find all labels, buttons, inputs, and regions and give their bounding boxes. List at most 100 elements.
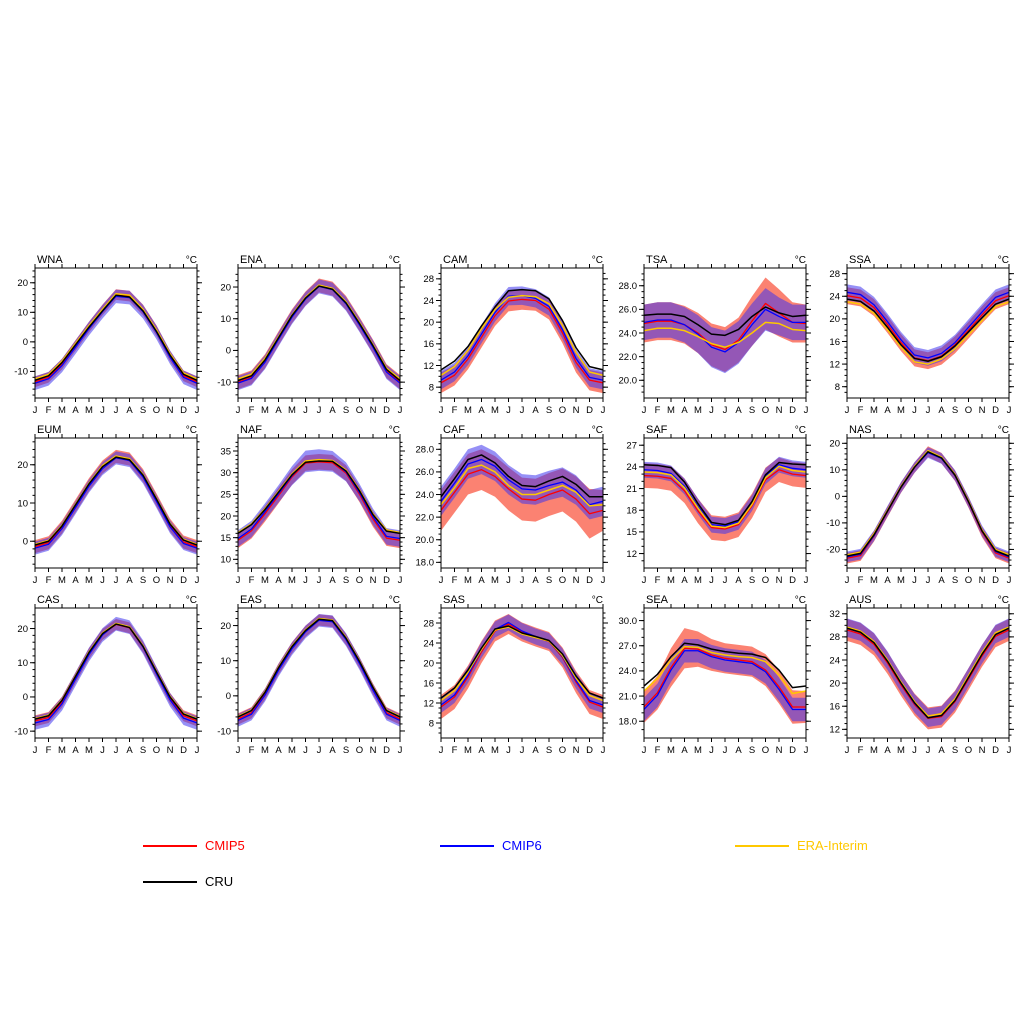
- y-tick-label: 35: [220, 446, 231, 457]
- month-tick-label: M: [261, 745, 269, 756]
- month-tick-label: A: [329, 405, 336, 416]
- month-tick-label: A: [478, 745, 485, 756]
- month-tick-label: S: [749, 745, 755, 756]
- month-tick-label: O: [356, 405, 363, 416]
- month-tick-label: J: [601, 575, 606, 586]
- month-tick-label: F: [858, 575, 864, 586]
- month-tick-label: A: [275, 745, 282, 756]
- month-tick-label: O: [153, 575, 160, 586]
- panel-eum: 20 10 0 J F M A M J J A S O N D J EUM °C: [2, 422, 205, 592]
- month-tick-label: J: [520, 575, 525, 586]
- panel-cas: 20 10 0 -10 J F M A M J J A S O N D J CAS °C: [2, 592, 205, 762]
- month-tick-label: J: [236, 745, 241, 756]
- legend-line-cru-icon: [143, 881, 197, 883]
- month-tick-label: N: [573, 405, 580, 416]
- y-tick-label: 10: [220, 656, 231, 667]
- month-tick-label: D: [586, 745, 593, 756]
- month-tick-label: N: [370, 405, 377, 416]
- month-tick-label: N: [370, 575, 377, 586]
- month-tick-label: J: [1007, 405, 1012, 416]
- month-tick-label: M: [694, 745, 702, 756]
- month-tick-label: A: [72, 575, 79, 586]
- month-tick-label: M: [897, 575, 905, 586]
- month-tick-label: M: [288, 575, 296, 586]
- y-tick-label: 8: [835, 382, 840, 393]
- month-tick-label: J: [845, 745, 850, 756]
- panel-title-wna: WNA: [37, 254, 63, 266]
- month-tick-label: D: [586, 405, 593, 416]
- month-tick-label: S: [749, 575, 755, 586]
- panel-title-caf: CAF: [443, 424, 465, 436]
- month-tick-label: J: [912, 575, 917, 586]
- month-tick-label: J: [1007, 575, 1012, 586]
- month-tick-label: M: [491, 575, 499, 586]
- month-tick-label: J: [236, 405, 241, 416]
- unit-label: °C: [998, 425, 1009, 436]
- month-tick-label: D: [586, 575, 593, 586]
- panel-title-aus: AUS: [849, 594, 872, 606]
- month-tick-label: J: [926, 405, 931, 416]
- month-tick-label: D: [789, 405, 796, 416]
- month-tick-label: J: [845, 405, 850, 416]
- month-tick-label: J: [642, 405, 647, 416]
- month-tick-label: M: [694, 575, 702, 586]
- y-tick-label: 24.0: [619, 666, 638, 677]
- unit-label: °C: [592, 425, 603, 436]
- y-tick-label: 15: [220, 533, 231, 544]
- month-tick-label: O: [965, 405, 972, 416]
- month-tick-label: M: [491, 405, 499, 416]
- month-tick-label: O: [153, 745, 160, 756]
- month-tick-label: M: [261, 575, 269, 586]
- panel-title-nas: NAS: [849, 424, 872, 436]
- y-tick-label: 24: [626, 462, 637, 473]
- month-tick-label: J: [506, 405, 511, 416]
- y-tick-label: 24: [829, 292, 840, 303]
- month-tick-label: J: [709, 405, 714, 416]
- y-tick-label: -10: [14, 367, 28, 378]
- month-tick-label: J: [804, 405, 809, 416]
- unit-label: °C: [389, 595, 400, 606]
- legend-label-cmip6: CMIP6: [502, 838, 542, 853]
- month-tick-label: S: [140, 575, 146, 586]
- month-tick-label: N: [167, 575, 174, 586]
- y-tick-label: 26.0: [416, 467, 435, 478]
- month-tick-label: A: [329, 575, 336, 586]
- month-tick-label: A: [532, 405, 539, 416]
- panel-title-cas: CAS: [37, 594, 60, 606]
- month-tick-label: O: [559, 745, 566, 756]
- month-tick-label: J: [506, 575, 511, 586]
- month-tick-label: O: [762, 745, 769, 756]
- month-tick-label: O: [965, 575, 972, 586]
- month-tick-label: J: [114, 575, 119, 586]
- panel-sas: 28 24 20 16 12 8 J F M A M J J A S O N D J SAS °C: [408, 592, 611, 762]
- y-tick-label: 10: [17, 498, 28, 509]
- month-tick-label: J: [912, 745, 917, 756]
- panel-title-naf: NAF: [240, 424, 262, 436]
- month-tick-label: J: [195, 405, 200, 416]
- month-tick-label: N: [370, 745, 377, 756]
- month-tick-label: J: [439, 575, 444, 586]
- month-tick-label: A: [938, 745, 945, 756]
- y-tick-label: 20: [220, 282, 231, 293]
- month-tick-label: A: [681, 745, 688, 756]
- month-tick-label: A: [72, 405, 79, 416]
- legend-line-era-interim-icon: [735, 845, 789, 847]
- month-tick-label: D: [180, 575, 187, 586]
- panel-wna: 20 10 0 -10 J F M A M J J A S O N D J WNA °C: [2, 252, 205, 422]
- y-tick-label: -10: [217, 377, 231, 388]
- month-tick-label: M: [870, 405, 878, 416]
- y-tick-label: 20: [17, 460, 28, 471]
- month-tick-label: J: [114, 745, 119, 756]
- month-tick-label: J: [114, 405, 119, 416]
- month-tick-label: A: [329, 745, 336, 756]
- y-tick-label: 16: [423, 678, 434, 689]
- month-tick-label: M: [261, 405, 269, 416]
- month-tick-label: J: [804, 745, 809, 756]
- y-tick-label: -20: [826, 545, 840, 556]
- month-tick-label: J: [845, 575, 850, 586]
- month-tick-label: A: [126, 745, 133, 756]
- month-tick-label: M: [85, 575, 93, 586]
- panel-title-tsa: TSA: [646, 254, 668, 266]
- y-tick-label: 12: [423, 698, 434, 709]
- month-tick-label: J: [33, 745, 38, 756]
